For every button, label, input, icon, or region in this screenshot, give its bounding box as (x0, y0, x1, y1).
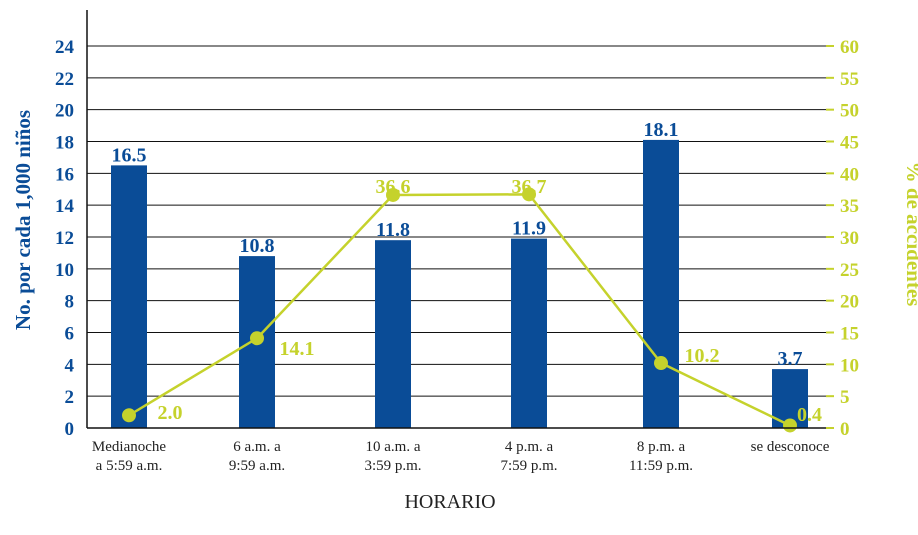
bar (511, 238, 547, 428)
right-tick-label: 30 (840, 228, 859, 249)
line-data-label: 0.4 (797, 404, 822, 426)
category-labels: Medianoche a 5:59 a.m. 6 a.m. a 9:59 a.m. 10… (92, 439, 830, 474)
right-tick-label: 40 (840, 164, 859, 185)
category-label: 7:59 p.m. (500, 458, 557, 474)
bar-data-label: 10.8 (240, 235, 275, 257)
right-tick-label: 5 (840, 387, 850, 408)
category-label: 9:59 a.m. (229, 458, 285, 474)
right-tick-label: 0 (840, 419, 850, 440)
left-tick-label: 14 (55, 196, 75, 217)
category-label: 8 p.m. a (637, 439, 686, 455)
right-tick-label: 60 (840, 37, 859, 58)
axes (86, 10, 834, 429)
bar-series (111, 139, 808, 429)
left-tick-label: 4 (65, 355, 75, 376)
category-label: 10 a.m. a (366, 439, 421, 455)
data-labels: 16.5 10.8 11.8 11.9 18.1 3.7 2.0 14.1 36.6 36.7 10… (112, 119, 823, 426)
right-tick-label: 35 (840, 196, 859, 217)
right-tick-label: 10 (840, 355, 859, 376)
left-tick-label: 18 (55, 133, 74, 154)
right-axis-title: % de accidentes (902, 162, 918, 307)
left-tick-label: 12 (55, 228, 74, 249)
x-axis-title: HORARIO (404, 491, 495, 513)
right-tick-label: 50 (840, 101, 859, 122)
line-data-label: 36.6 (376, 176, 411, 198)
tick-labels: 0246810121416182022240510152025303540455… (55, 37, 859, 440)
line-point (250, 331, 264, 346)
line-point (783, 418, 797, 433)
bar (375, 240, 411, 428)
line-point (522, 187, 536, 202)
left-tick-label: 16 (55, 164, 74, 185)
line-data-label: 2.0 (158, 402, 183, 424)
right-tick-label: 15 (840, 324, 859, 345)
gridlines (87, 45, 826, 397)
category-label: se desconoce (751, 439, 830, 455)
right-tick-label: 55 (840, 69, 859, 90)
line-path (128, 193, 791, 427)
left-tick-label: 0 (65, 419, 75, 440)
line-series (122, 187, 797, 433)
category-label: 3:59 p.m. (364, 458, 421, 474)
category-label: 6 a.m. a (233, 439, 281, 455)
line-point (386, 187, 400, 202)
line-point (122, 408, 136, 423)
right-tick-label: 25 (840, 260, 859, 281)
line-data-label: 14.1 (280, 338, 315, 360)
left-tick-label: 10 (55, 260, 74, 281)
line-data-label: 36.7 (512, 176, 547, 198)
bar-data-label: 11.9 (512, 218, 546, 240)
left-tick-label: 2 (65, 387, 75, 408)
bar (643, 139, 679, 429)
left-tick-label: 22 (55, 69, 74, 90)
line-data-label: 10.2 (685, 345, 720, 367)
right-tick-label: 45 (840, 133, 859, 154)
bar (772, 369, 808, 428)
category-label: 4 p.m. a (505, 439, 554, 455)
left-tick-label: 6 (65, 324, 75, 345)
bar-data-label: 18.1 (644, 119, 679, 141)
right-tick-label: 20 (840, 292, 859, 313)
category-label: 11:59 p.m. (629, 458, 693, 474)
bar (111, 165, 147, 428)
bar-data-label: 11.8 (376, 219, 410, 241)
bar-data-label: 3.7 (778, 348, 803, 370)
left-tick-label: 20 (55, 101, 74, 122)
category-label: a 5:59 a.m. (96, 458, 163, 474)
line-point (654, 356, 668, 371)
category-label: Medianoche (92, 439, 166, 455)
left-tick-label: 8 (65, 292, 75, 313)
bar-data-label: 16.5 (112, 144, 147, 166)
left-axis-title: No. por cada 1,000 niños (11, 110, 35, 330)
left-tick-label: 24 (55, 37, 75, 58)
